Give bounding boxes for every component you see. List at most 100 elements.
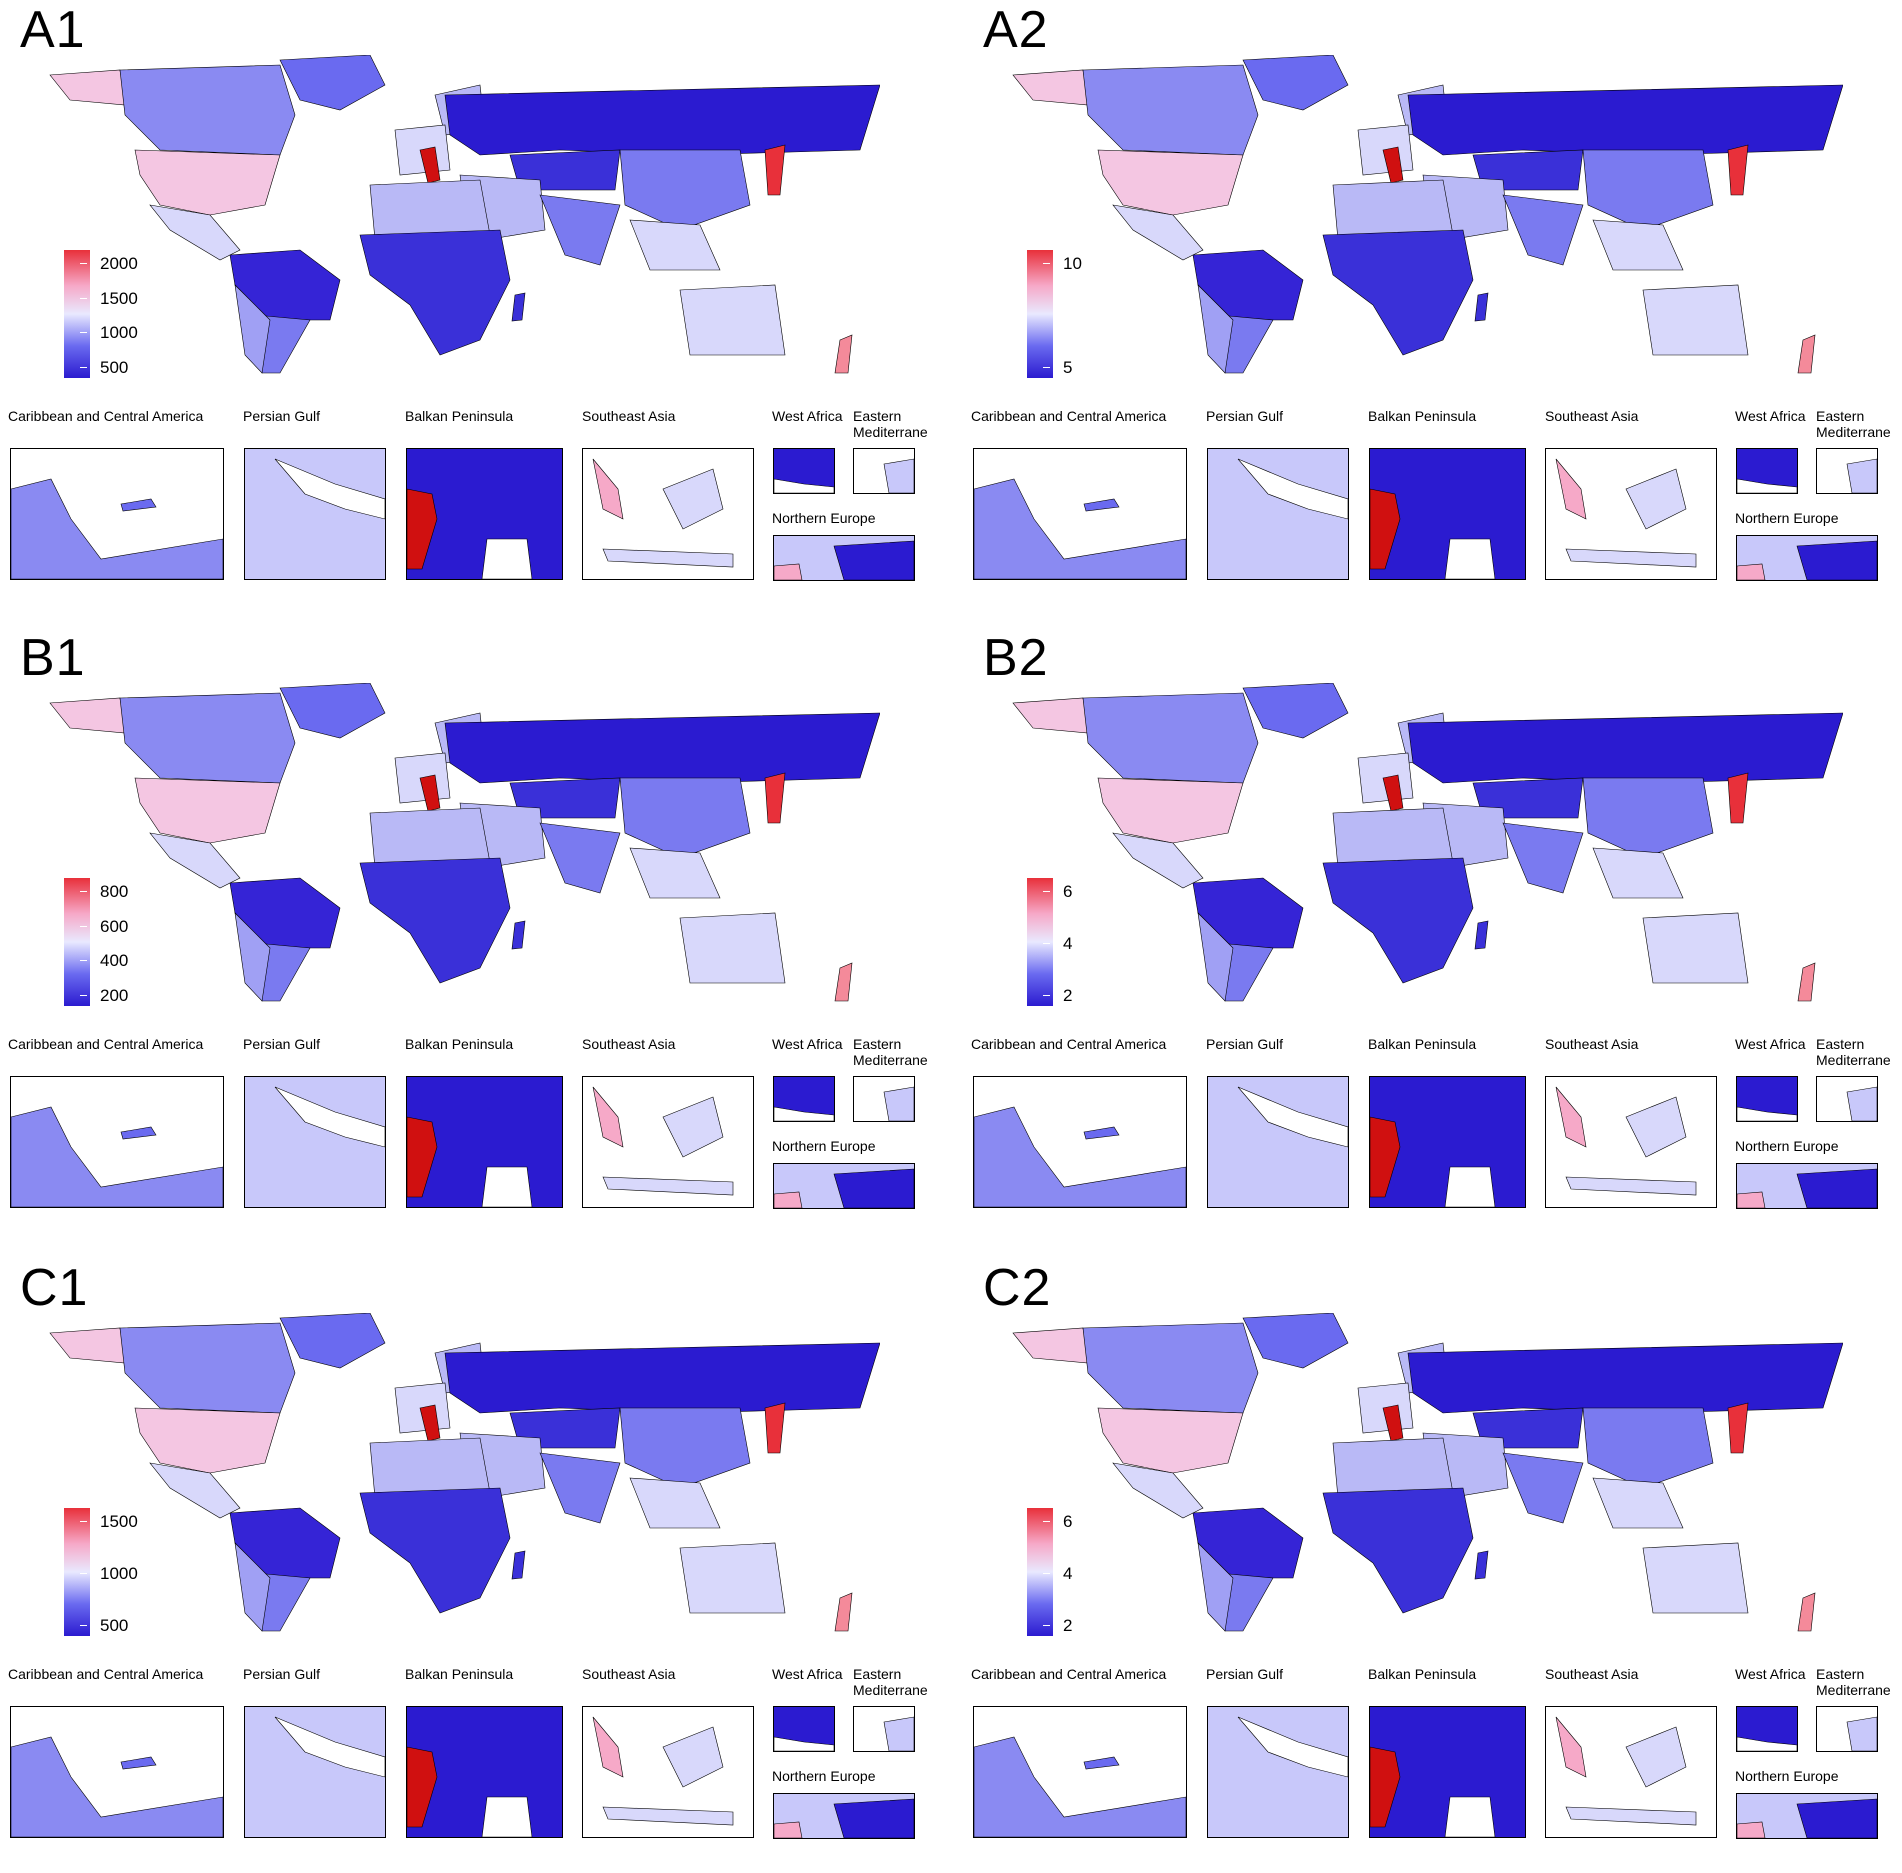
china <box>1582 777 1714 859</box>
italy <box>419 1404 441 1442</box>
legend-tick: 10 <box>1043 254 1082 273</box>
inset-title-caribbean: Caribbean and Central America <box>8 408 204 424</box>
inset-title-caribbean: Caribbean and Central America <box>8 1666 204 1682</box>
usa <box>134 777 281 844</box>
inset-title-eastern-med: Eastern Mediterrane <box>1816 1036 1891 1068</box>
legend-tick: 800 <box>79 882 129 901</box>
inset-west-africa <box>773 1076 835 1122</box>
world-map <box>1012 1313 1843 1632</box>
india <box>1502 822 1584 894</box>
russia <box>444 1342 880 1414</box>
inset-caribbean <box>973 1706 1187 1838</box>
inset-title-southeast-asia: Southeast Asia <box>582 1666 676 1682</box>
inset-southeast-asia <box>1545 1076 1717 1208</box>
inset-title-west-africa: West Africa <box>1735 1036 1806 1052</box>
mexico-central-america <box>1112 1462 1204 1519</box>
russia <box>1407 712 1843 784</box>
inset-persian-gulf <box>1207 1076 1349 1208</box>
legend-tick: 6 <box>1041 1512 1073 1531</box>
eastern-med-line1: Eastern <box>853 1036 902 1052</box>
legend-tick: 2 <box>1041 986 1073 1005</box>
legend-tick: 4 <box>1041 1564 1073 1583</box>
inset-west-africa <box>1736 448 1798 494</box>
inset-eastern-med <box>853 1076 915 1122</box>
inset-title-eastern-med: Eastern Mediterrane <box>853 1666 928 1698</box>
inset-persian-gulf <box>1207 448 1349 580</box>
sub-saharan-africa <box>359 229 511 356</box>
panel-label: B2 <box>983 629 1049 687</box>
italy <box>1382 146 1404 184</box>
inset-northern-europe <box>773 1793 915 1839</box>
legend-tick: 400 <box>79 951 129 971</box>
alaska <box>1012 1327 1089 1364</box>
inset-title-persian-gulf: Persian Gulf <box>243 1036 321 1052</box>
inset-southeast-asia <box>1545 448 1717 580</box>
color-legend <box>1027 878 1053 1006</box>
italy <box>419 146 441 184</box>
inset-title-west-africa: West Africa <box>1735 408 1806 424</box>
mexico-central-america <box>1112 204 1204 261</box>
inset-persian-gulf <box>1207 1706 1349 1838</box>
new-zealand <box>834 334 853 374</box>
panel-label: A2 <box>983 1 1049 59</box>
map-panel-b1: B1 <box>0 628 951 1243</box>
japan <box>1727 772 1749 824</box>
inset-title-eastern-med: Eastern Mediterrane <box>1816 408 1891 440</box>
inset-northern-europe <box>1736 1793 1878 1839</box>
sub-saharan-africa <box>1322 857 1474 984</box>
inset-title-northern-europe: Northern Europe <box>1735 1138 1839 1154</box>
world-map <box>1012 55 1843 374</box>
legend-tick: 600 <box>79 916 129 936</box>
mexico-central-america <box>1112 832 1204 889</box>
inset-west-africa <box>1736 1706 1798 1752</box>
eastern-med-line2: Mediterrane <box>1816 1682 1891 1698</box>
new-zealand <box>1797 1592 1816 1632</box>
inset-eastern-med <box>853 448 915 494</box>
alaska <box>49 69 126 106</box>
inset-title-northern-europe: Northern Europe <box>772 1768 876 1784</box>
sub-saharan-africa <box>1322 1487 1474 1614</box>
inset-title-northern-europe: Northern Europe <box>772 510 876 526</box>
legend-tick: 4 <box>1041 934 1073 953</box>
color-legend <box>1027 250 1053 378</box>
inset-caribbean <box>973 1076 1187 1208</box>
greenland <box>1242 1313 1349 1369</box>
alaska <box>49 1327 126 1364</box>
legend-tick: 5 <box>1041 358 1073 377</box>
southeast-asia <box>629 219 721 271</box>
inset-title-balkan: Balkan Peninsula <box>1368 408 1477 424</box>
eastern-med-line1: Eastern <box>1816 1036 1865 1052</box>
sub-saharan-africa <box>1322 229 1474 356</box>
madagascar <box>511 1550 526 1580</box>
china <box>619 777 751 859</box>
eastern-med-line1: Eastern <box>1816 408 1865 424</box>
china <box>619 149 751 231</box>
inset-title-southeast-asia: Southeast Asia <box>582 408 676 424</box>
legend-tick: 500 <box>79 1616 129 1635</box>
eastern-med-line1: Eastern <box>853 408 902 424</box>
greenland <box>279 1313 386 1369</box>
new-zealand <box>834 1592 853 1632</box>
sub-saharan-africa <box>359 857 511 984</box>
canada <box>119 1322 296 1414</box>
greenland <box>279 55 386 111</box>
eastern-med-line2: Mediterrane <box>853 424 928 440</box>
peru-chile <box>1197 284 1234 374</box>
china <box>1582 1407 1714 1489</box>
world-map <box>49 683 880 1002</box>
canada <box>119 692 296 784</box>
legend-tick: 1500 <box>80 288 138 308</box>
inset-northern-europe <box>773 535 915 581</box>
world-map <box>1012 683 1843 1002</box>
inset-title-persian-gulf: Persian Gulf <box>1206 408 1284 424</box>
color-legend <box>64 1508 90 1636</box>
inset-persian-gulf <box>244 448 386 580</box>
usa <box>1097 149 1244 216</box>
india <box>539 822 621 894</box>
australia <box>1642 284 1749 356</box>
inset-eastern-med <box>853 1706 915 1752</box>
japan <box>764 144 786 196</box>
legend-tick: 6 <box>1041 882 1073 901</box>
madagascar <box>511 920 526 950</box>
greenland <box>279 683 386 739</box>
